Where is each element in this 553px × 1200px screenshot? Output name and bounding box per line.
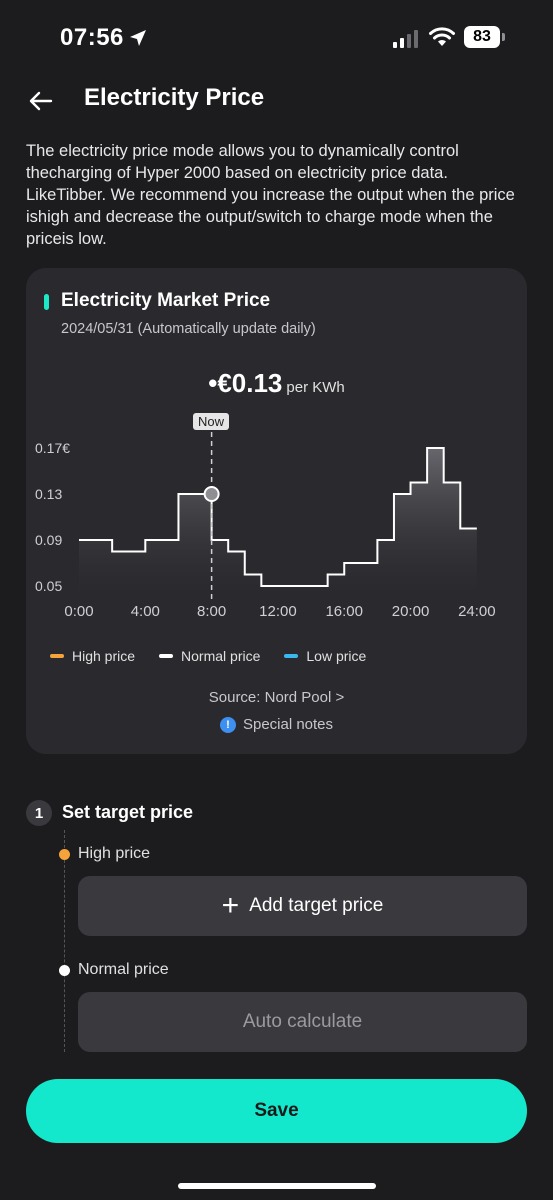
x-tick-label: 16:00 — [325, 603, 363, 620]
now-tag: Now — [193, 413, 230, 430]
legend-high: High price — [50, 648, 135, 664]
card-date: 2024/05/31 (Automatically update daily) — [61, 321, 316, 337]
source-link[interactable]: Source: Nord Pool > — [208, 689, 345, 706]
step-number: 1 — [26, 800, 52, 826]
price-line — [79, 447, 477, 587]
section-title: Set target price — [62, 802, 194, 822]
battery-indicator: 83 — [464, 26, 500, 48]
market-price-card: Electricity Market Price 2024/05/31 (Aut… — [26, 268, 527, 754]
page-title: Electricity Price — [84, 84, 265, 111]
status-bar: 07:56 83 — [0, 0, 553, 76]
high-price-label: High price — [78, 845, 151, 862]
special-notes-label: Special notes — [242, 716, 334, 733]
plus-icon: + — [221, 889, 240, 922]
legend-normal-label: Normal price — [181, 648, 261, 664]
legend-high-swatch — [50, 654, 64, 658]
current-price: €0.13 — [217, 368, 283, 398]
legend-normal-swatch — [159, 654, 174, 658]
card-accent-dot — [44, 294, 49, 310]
nav-header: Electricity Price — [0, 80, 553, 120]
legend-low-swatch — [284, 654, 299, 658]
card-title: Electricity Market Price — [61, 290, 271, 311]
add-target-price-button[interactable]: + Add target price — [78, 876, 527, 936]
price-unit: per KWh — [286, 379, 345, 396]
location-arrow-icon — [130, 30, 146, 46]
special-notes-link[interactable]: ! Special notes — [26, 716, 527, 733]
y-tick-label: 0.05 — [35, 578, 62, 594]
y-tick-label: 0.17€ — [35, 440, 70, 456]
add-target-price-label: Add target price — [249, 895, 384, 916]
y-tick-label: 0.13 — [35, 486, 62, 502]
home-indicator — [178, 1183, 376, 1189]
chart-legend: High price Normal price Low price — [50, 648, 390, 664]
x-tick-label: 24:00 — [458, 603, 496, 620]
x-tick-label: 12:00 — [259, 603, 297, 620]
x-tick-label: 4:00 — [131, 603, 160, 620]
legend-high-label: High price — [72, 648, 136, 664]
current-price-row: •€0.13 per KWh — [26, 368, 527, 399]
now-marker-point[interactable] — [203, 486, 220, 502]
legend-low: Low price — [284, 648, 366, 664]
cellular-signal-icon — [393, 30, 418, 48]
status-time: 07:56 — [60, 24, 124, 51]
intro-text: The electricity price mode allows you to… — [26, 142, 515, 248]
normal-price-label: Normal price — [78, 961, 169, 978]
y-tick-label: 0.09 — [35, 532, 62, 548]
info-icon: ! — [219, 716, 236, 733]
high-price-dot — [59, 849, 70, 860]
timeline-dashes — [64, 830, 65, 1052]
price-area — [79, 448, 477, 596]
battery-tip — [502, 33, 505, 41]
legend-normal: Normal price — [159, 648, 260, 664]
price-chart[interactable]: 0.17€ 0.13 0.09 0.05 0:00 4:00 8:00 12:00 16:00… — [26, 428, 527, 628]
wifi-icon — [429, 27, 455, 46]
x-tick-label: 0:00 — [64, 603, 93, 620]
save-button[interactable]: Save — [26, 1079, 527, 1143]
x-tick-label: 20:00 — [392, 603, 430, 620]
back-arrow-icon — [29, 91, 53, 111]
current-price-bullet: • — [208, 368, 218, 398]
normal-price-dot — [59, 965, 70, 976]
x-tick-label: 8:00 — [197, 603, 226, 620]
back-button[interactable] — [26, 86, 56, 116]
auto-calculate-field[interactable]: Auto calculate — [78, 992, 527, 1052]
legend-low-label: Low price — [306, 648, 367, 664]
